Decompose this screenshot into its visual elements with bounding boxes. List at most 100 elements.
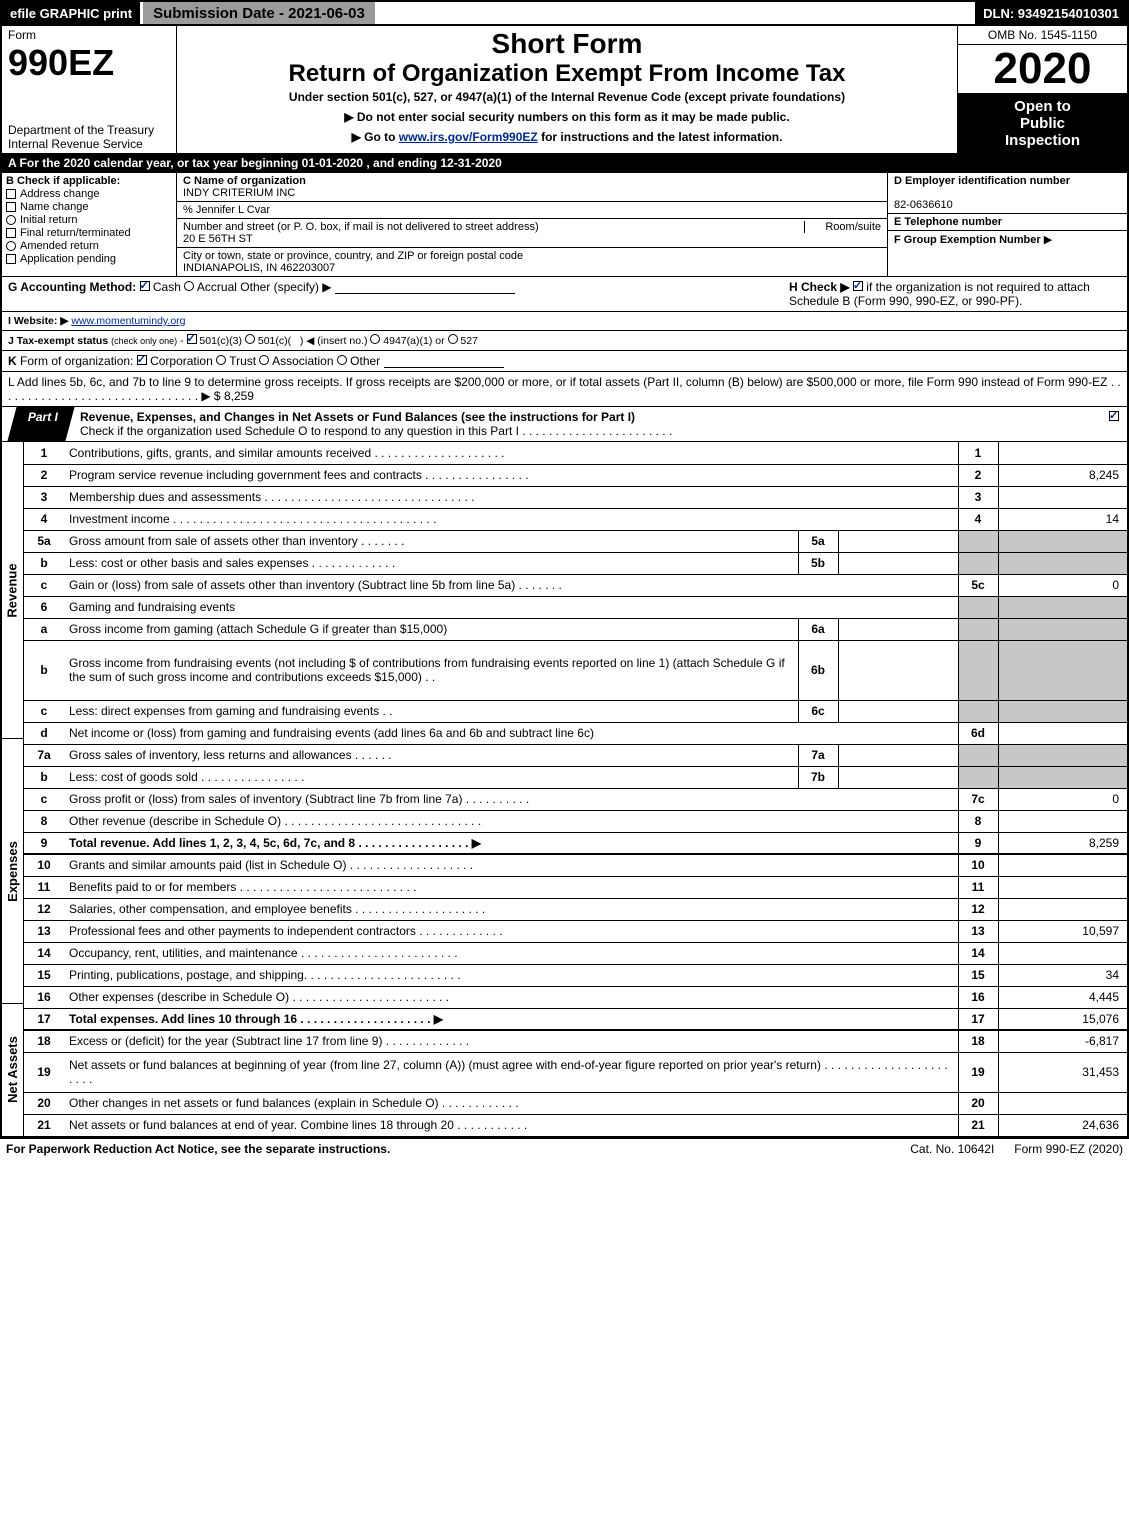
irs-link[interactable]: www.irs.gov/Form990EZ xyxy=(399,130,538,144)
line-code: 5c xyxy=(958,574,998,596)
line-amount: 8,245 xyxy=(998,464,1128,486)
line-amount xyxy=(998,876,1128,898)
check-address-change[interactable]: Address change xyxy=(6,188,172,200)
inset-amt xyxy=(838,640,958,700)
public-line3: Inspection xyxy=(962,132,1123,149)
phone-label: E Telephone number xyxy=(894,216,1002,228)
line-desc: Other expenses (describe in Schedule O) … xyxy=(64,986,958,1008)
line-num: 19 xyxy=(24,1052,64,1092)
line-4: 4 Investment income . . . . . . . . . . … xyxy=(24,508,1128,530)
public-line2: Public xyxy=(962,115,1123,132)
section-d: D Employer identification number 82-0636… xyxy=(887,173,1127,276)
line-num: 2 xyxy=(24,464,64,486)
line-desc: Other revenue (describe in Schedule O) .… xyxy=(64,810,958,832)
line-desc: Gross profit or (loss) from sales of inv… xyxy=(64,788,958,810)
dept-line1: Department of the Treasury xyxy=(8,123,154,137)
line-code: 9 xyxy=(958,832,998,854)
goto-suffix: for instructions and the latest informat… xyxy=(541,130,782,144)
line-21: 21Net assets or fund balances at end of … xyxy=(24,1114,1128,1136)
inset-code: 7b xyxy=(798,766,838,788)
line-desc: Salaries, other compensation, and employ… xyxy=(64,898,958,920)
part-i-check-note: Check if the organization used Schedule … xyxy=(80,424,672,438)
line-desc: Less: cost or other basis and sales expe… xyxy=(64,552,798,574)
city-value: INDIANAPOLIS, IN 462203007 xyxy=(183,262,335,274)
check-final-return[interactable]: Final return/terminated xyxy=(6,227,172,239)
netassets-side-label: Net Assets xyxy=(0,1004,24,1136)
check-label: Address change xyxy=(20,188,100,200)
line-code: 20 xyxy=(958,1092,998,1114)
line-desc: Gaming and fundraising events xyxy=(64,596,958,618)
line-num: b xyxy=(24,766,64,788)
website-link[interactable]: www.momentumindy.org xyxy=(71,315,185,327)
line-desc: Professional fees and other payments to … xyxy=(64,920,958,942)
group-arrow-icon: ▶ xyxy=(1044,234,1052,246)
submission-date: Submission Date - 2021-06-03 xyxy=(140,2,378,24)
line-desc: Occupancy, rent, utilities, and maintena… xyxy=(64,942,958,964)
line-8: 8 Other revenue (describe in Schedule O)… xyxy=(24,810,1128,832)
check-initial-return[interactable]: Initial return xyxy=(6,214,172,226)
line-16: 16Other expenses (describe in Schedule O… xyxy=(24,986,1128,1008)
check-application-pending[interactable]: Application pending xyxy=(6,253,172,265)
goto-prefix: Go to xyxy=(364,130,399,144)
shaded-cell xyxy=(958,618,998,640)
k-form-org-row: K Form of organization: Corporation Trus… xyxy=(0,351,1129,372)
inset-code: 6b xyxy=(798,640,838,700)
j-4947-radio-icon[interactable] xyxy=(370,334,380,344)
part-i-check[interactable] xyxy=(1101,407,1127,441)
line-num: 1 xyxy=(24,442,64,464)
info-block-bcd: B Check if applicable: Address change Na… xyxy=(0,173,1129,277)
group-exemption-row: F Group Exemption Number ▶ xyxy=(888,231,1127,276)
k-corp-checkbox-icon[interactable] xyxy=(137,355,147,365)
street-value: 20 E 56TH ST xyxy=(183,233,253,245)
checkbox-icon xyxy=(6,202,16,212)
group-label: F Group Exemption Number xyxy=(894,234,1041,246)
line-5b: b Less: cost or other basis and sales ex… xyxy=(24,552,1128,574)
other-specify-blank[interactable] xyxy=(335,282,515,294)
check-label: Amended return xyxy=(20,240,99,252)
efile-print-label[interactable]: efile GRAPHIC print xyxy=(2,2,140,24)
line-amount xyxy=(998,898,1128,920)
part-i-title: Revenue, Expenses, and Changes in Net As… xyxy=(70,407,1101,441)
line-12: 12Salaries, other compensation, and empl… xyxy=(24,898,1128,920)
k-other-radio-icon[interactable] xyxy=(337,355,347,365)
accrual-radio-icon[interactable] xyxy=(184,281,194,291)
form-number: 990EZ xyxy=(8,42,114,83)
cash-checkbox-icon[interactable] xyxy=(140,281,150,291)
h-checkbox-icon[interactable] xyxy=(853,281,863,291)
section-b: B Check if applicable: Address change Na… xyxy=(2,173,177,276)
shaded-cell xyxy=(958,640,998,700)
line-amount xyxy=(998,1092,1128,1114)
line-desc: Net assets or fund balances at end of ye… xyxy=(64,1114,958,1136)
j-527-radio-icon[interactable] xyxy=(448,334,458,344)
line-desc: Printing, publications, postage, and shi… xyxy=(64,964,958,986)
shaded-cell xyxy=(958,552,998,574)
k-other-blank[interactable] xyxy=(384,356,504,368)
j-501c-radio-icon[interactable] xyxy=(245,334,255,344)
k-assoc-radio-icon[interactable] xyxy=(259,355,269,365)
line-num: b xyxy=(24,552,64,574)
check-label: Final return/terminated xyxy=(20,227,131,239)
line-20: 20Other changes in net assets or fund ba… xyxy=(24,1092,1128,1114)
k-trust-radio-icon[interactable] xyxy=(216,355,226,365)
line-code: 2 xyxy=(958,464,998,486)
org-name-value: INDY CRITERIUM INC xyxy=(183,187,295,199)
shaded-cell xyxy=(998,640,1128,700)
check-amended-return[interactable]: Amended return xyxy=(6,240,172,252)
line-amount xyxy=(998,486,1128,508)
org-name-label: C Name of organization xyxy=(183,175,306,187)
line-amount xyxy=(998,942,1128,964)
j-501c3-checkbox-icon[interactable] xyxy=(187,334,197,344)
checkbox-icon xyxy=(6,254,16,264)
line-amount xyxy=(998,810,1128,832)
line-14: 14Occupancy, rent, utilities, and mainte… xyxy=(24,942,1128,964)
check-name-change[interactable]: Name change xyxy=(6,201,172,213)
line-7c: c Gross profit or (loss) from sales of i… xyxy=(24,788,1128,810)
line-code: 7c xyxy=(958,788,998,810)
footer-cat-no: Cat. No. 10642I xyxy=(890,1142,1014,1156)
part-i-header: Part I Revenue, Expenses, and Changes in… xyxy=(0,407,1129,442)
line-13: 13Professional fees and other payments t… xyxy=(24,920,1128,942)
shaded-cell xyxy=(958,700,998,722)
header-mid: Short Form Return of Organization Exempt… xyxy=(177,26,957,153)
line-desc: Benefits paid to or for members . . . . … xyxy=(64,876,958,898)
line-5c: c Gain or (loss) from sale of assets oth… xyxy=(24,574,1128,596)
